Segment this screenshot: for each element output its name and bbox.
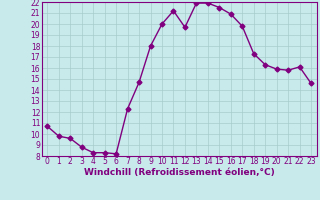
- X-axis label: Windchill (Refroidissement éolien,°C): Windchill (Refroidissement éolien,°C): [84, 168, 275, 177]
